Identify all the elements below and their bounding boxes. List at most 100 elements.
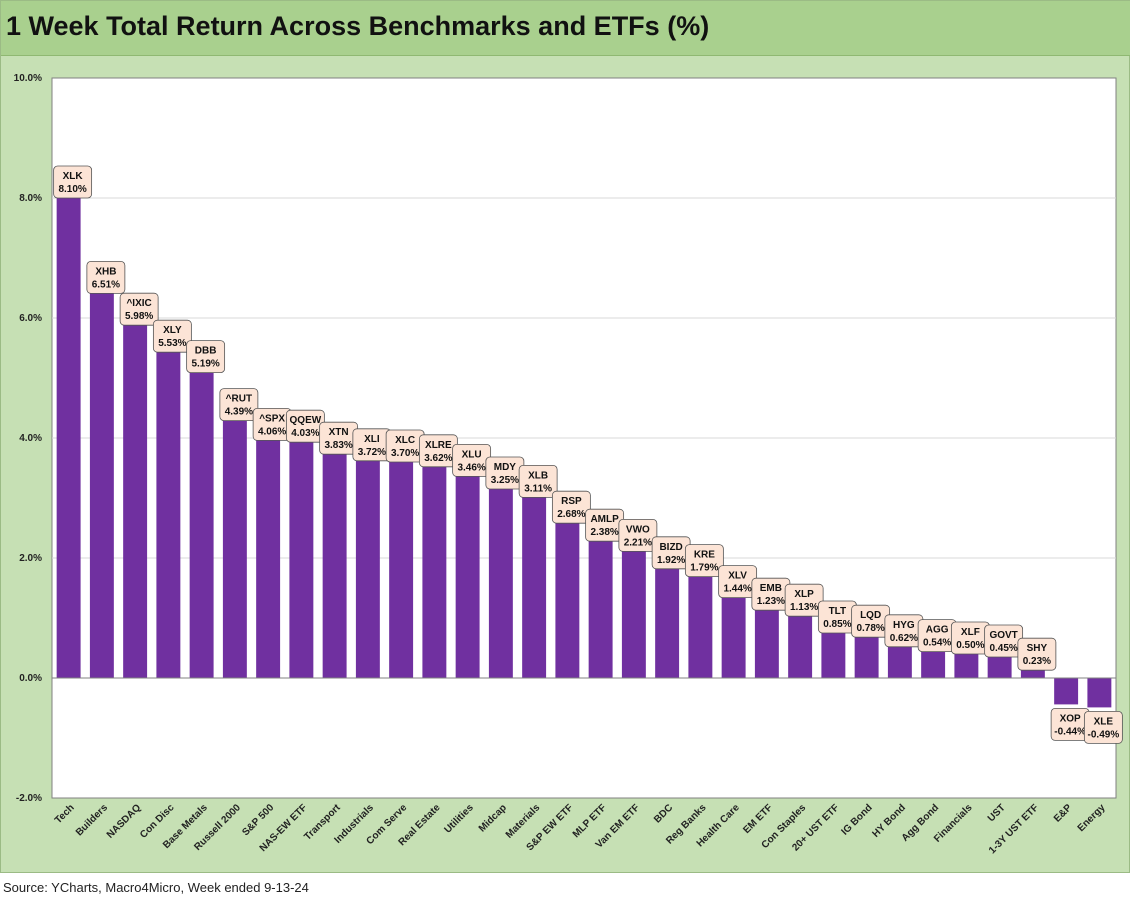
data-label-box xyxy=(551,490,591,524)
data-label: BIZD 1.92% xyxy=(651,536,691,570)
data-label-box xyxy=(119,292,159,326)
data-label: RSP 2.68% xyxy=(551,490,591,524)
ticker-label: XLV xyxy=(728,571,747,582)
ticker-label: ^RUT xyxy=(226,394,252,405)
value-label: 0.78% xyxy=(856,623,884,634)
bar-chart: -2.0%0.0%2.0%4.0%6.0%8.0%10.0% XLK8.10%X… xyxy=(14,73,1123,856)
bar xyxy=(987,651,1012,678)
ticker-label: QQEW xyxy=(290,415,322,426)
value-label: 8.10% xyxy=(58,184,86,195)
ticker-label: XLE xyxy=(1094,716,1114,727)
y-tick-label: 8.0% xyxy=(19,193,42,204)
y-tick-label: 4.0% xyxy=(19,433,42,444)
bar xyxy=(588,535,613,678)
ticker-label: XOP xyxy=(1060,713,1081,724)
bar xyxy=(256,434,281,678)
ticker-label: XLC xyxy=(395,435,415,446)
data-label: XLB 3.11% xyxy=(518,464,558,498)
value-label: 4.06% xyxy=(258,426,286,437)
data-label: XLV 1.44% xyxy=(718,565,758,598)
ticker-label: XLY xyxy=(163,325,182,336)
bar xyxy=(688,570,713,678)
data-label-box xyxy=(186,340,226,374)
bar xyxy=(422,460,447,678)
data-label: XTN 3.83% xyxy=(319,421,359,455)
value-label: 3.70% xyxy=(391,448,419,459)
value-label: 0.23% xyxy=(1023,656,1051,667)
value-label: 6.51% xyxy=(92,279,120,290)
data-label: XLY 5.53% xyxy=(152,319,192,353)
title-bar: 1 Week Total Return Across Benchmarks an… xyxy=(1,1,1130,56)
data-label-box xyxy=(53,165,93,199)
value-label: -0.44% xyxy=(1054,726,1086,737)
value-label: -0.49% xyxy=(1088,729,1120,740)
value-label: 0.85% xyxy=(823,619,851,630)
y-tick-label: 2.0% xyxy=(19,553,42,564)
value-label: 3.46% xyxy=(457,462,485,473)
ticker-label: XLK xyxy=(63,171,84,182)
bar xyxy=(821,627,846,678)
bar xyxy=(887,640,912,678)
value-label: 1.13% xyxy=(790,602,818,613)
value-label: 3.62% xyxy=(424,453,452,464)
bar xyxy=(488,483,513,678)
data-label-box xyxy=(152,319,192,353)
data-label: XLU 3.46% xyxy=(452,443,492,477)
bar xyxy=(555,517,580,678)
value-label: 3.83% xyxy=(324,440,352,451)
data-label: HYG 0.62% xyxy=(884,614,924,648)
category-label: UST xyxy=(986,802,1008,824)
data-label-box xyxy=(219,388,259,422)
chart-title: 1 Week Total Return Across Benchmarks an… xyxy=(6,11,710,41)
bar xyxy=(189,366,214,678)
data-label-box xyxy=(1017,637,1057,671)
ticker-label: XHB xyxy=(95,266,116,277)
data-label: GOVT 0.45% xyxy=(984,624,1024,658)
ticker-label: MDY xyxy=(494,462,517,473)
data-label: XLRE 3.62% xyxy=(418,434,458,468)
ticker-label: TLT xyxy=(829,606,847,617)
category-label: Energy xyxy=(1076,802,1108,834)
ticker-label: XTN xyxy=(329,427,349,438)
bar xyxy=(56,192,81,678)
ticker-label: LQD xyxy=(860,610,881,621)
data-label: TLT 0.85% xyxy=(817,600,857,634)
value-label: 1.44% xyxy=(723,584,751,595)
bar xyxy=(289,436,314,678)
data-label: VWO 2.21% xyxy=(618,519,658,552)
value-label: 0.50% xyxy=(956,640,984,651)
bar xyxy=(621,545,646,678)
data-label: AGG 0.54% xyxy=(917,619,957,652)
ticker-label: AGG xyxy=(926,625,949,636)
data-label-box xyxy=(684,544,724,577)
value-label: 2.38% xyxy=(590,527,618,538)
bar xyxy=(222,414,247,678)
data-label-box xyxy=(1083,711,1123,744)
value-label: 5.19% xyxy=(191,359,219,370)
value-label: 5.53% xyxy=(158,338,186,349)
data-label-box xyxy=(784,583,824,617)
bar xyxy=(954,648,979,678)
ticker-label: HYG xyxy=(893,620,915,631)
data-label: XLK 8.10% xyxy=(53,165,93,199)
data-label-box xyxy=(518,464,558,498)
ticker-label: ^IXIC xyxy=(126,298,151,309)
bar xyxy=(389,456,414,678)
y-tick-label: 10.0% xyxy=(14,73,42,84)
bar xyxy=(355,454,380,678)
bar xyxy=(89,287,114,678)
data-label: MDY 3.25% xyxy=(485,456,525,490)
bar xyxy=(123,319,148,678)
y-tick-label: 0.0% xyxy=(19,673,42,684)
ticker-label: EMB xyxy=(760,583,782,594)
data-label: SHY 0.23% xyxy=(1017,637,1057,671)
category-label: NASDAQ xyxy=(105,802,144,841)
category-label: Midcap xyxy=(477,802,509,834)
value-label: 2.68% xyxy=(557,509,585,520)
ticker-label: XLF xyxy=(961,627,980,638)
ticker-label: KRE xyxy=(694,550,715,561)
value-label: 0.62% xyxy=(890,633,918,644)
bar xyxy=(854,631,879,678)
bar xyxy=(322,448,347,678)
data-label: XLC 3.70% xyxy=(385,429,425,463)
